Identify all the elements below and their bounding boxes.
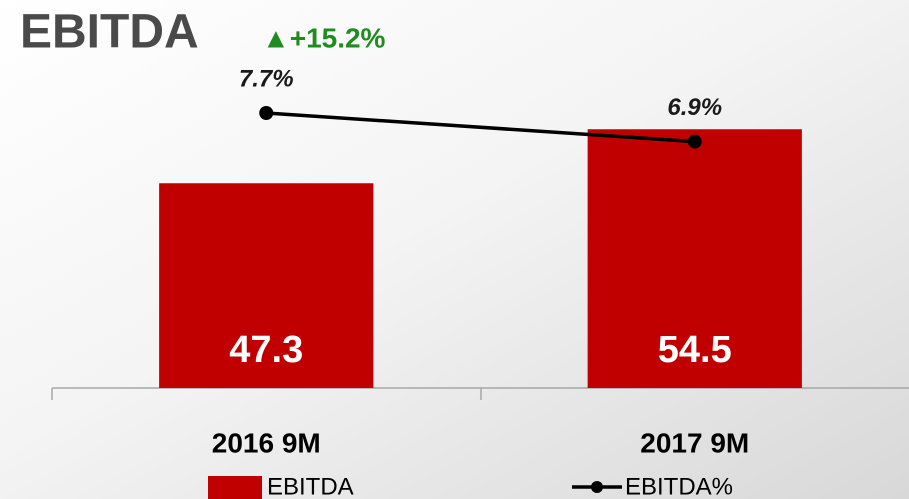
legend-label: EBITDA%	[625, 473, 733, 499]
bar-value-label: 47.3	[229, 329, 303, 371]
bar	[159, 183, 374, 388]
chart-title: EBITDA	[20, 6, 199, 59]
x-tick-label: 2017 9M	[640, 427, 749, 458]
bar-value-label: 54.5	[658, 329, 732, 371]
legend-swatch-marker	[591, 481, 603, 493]
bar	[587, 129, 802, 388]
annotation: ▲+15.2%	[262, 22, 386, 53]
line-marker	[687, 134, 702, 149]
line	[266, 111, 695, 144]
line-marker	[259, 106, 274, 120]
legend-swatch	[208, 476, 262, 499]
x-tick-label: 2016 9M	[212, 427, 321, 458]
line-value-label: 6.9%	[667, 94, 722, 121]
legend-label: EBITDA	[267, 473, 354, 499]
line-value-label: 7.7%	[239, 65, 294, 92]
